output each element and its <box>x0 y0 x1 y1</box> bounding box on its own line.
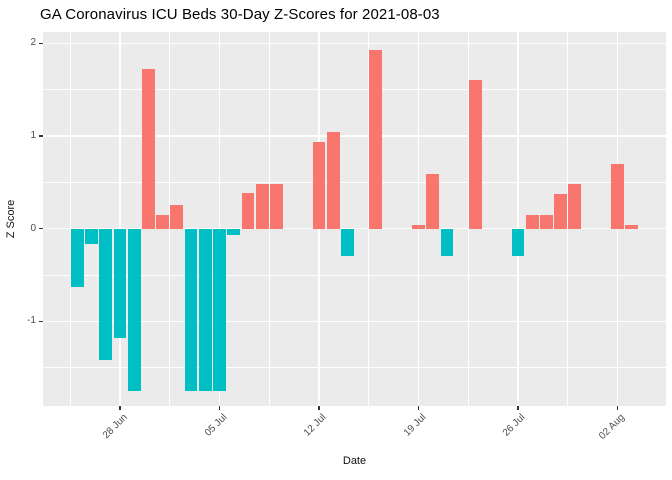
bar-positive <box>554 194 568 229</box>
y-axis-tick-label: -1 <box>27 315 36 327</box>
bar-positive <box>142 69 155 229</box>
gridline-major-horizontal <box>43 42 666 45</box>
bar-negative <box>127 228 141 391</box>
bar-positive <box>625 224 639 229</box>
x-axis-tick-mark <box>318 406 320 410</box>
gridline-minor-horizontal <box>43 89 666 91</box>
plot-panel <box>43 32 666 406</box>
bar-positive <box>611 163 624 229</box>
bar-negative <box>85 228 98 245</box>
gridline-major-horizontal <box>43 320 666 323</box>
bar-negative <box>213 228 226 391</box>
bar-positive <box>540 214 553 229</box>
x-axis-tick-label: 19 Jul <box>401 412 429 439</box>
bar-positive <box>241 193 255 229</box>
bar-positive <box>568 184 582 229</box>
gridline-major-horizontal <box>43 135 666 137</box>
y-axis-tick-mark <box>39 228 43 230</box>
bar-negative <box>341 228 354 256</box>
gridline-minor-vertical <box>69 32 71 406</box>
bar-negative <box>198 228 212 391</box>
bar-negative <box>227 228 241 236</box>
gridline-minor-vertical <box>169 32 171 406</box>
gridline-minor-horizontal <box>43 367 666 369</box>
bar-positive <box>412 224 425 229</box>
x-axis-tick-label: 02 Aug <box>597 412 628 442</box>
x-axis-tick-mark <box>119 406 121 410</box>
gridline-minor-vertical <box>268 32 270 406</box>
y-axis-tick-mark <box>39 320 43 322</box>
gridline-major-vertical <box>218 32 221 406</box>
gridline-major-vertical <box>417 32 420 406</box>
gridline-minor-horizontal <box>43 274 666 276</box>
y-axis-tick-mark <box>39 42 43 44</box>
x-axis-tick-mark <box>517 406 519 410</box>
x-axis-tick-mark <box>417 406 420 410</box>
x-axis-tick-label: 28 Jun <box>100 412 130 442</box>
y-axis-tick-mark <box>39 135 43 137</box>
bar-positive <box>269 184 283 229</box>
bar-negative <box>440 228 454 256</box>
x-axis-title: Date <box>342 455 367 467</box>
gridline-major-vertical <box>517 32 519 406</box>
bar-positive <box>426 174 440 229</box>
bar-positive <box>326 132 340 229</box>
bar-negative <box>113 228 127 339</box>
chart-title: GA Coronavirus ICU Beds 30-Day Z-Scores … <box>40 6 440 23</box>
bar-positive <box>170 204 184 229</box>
gridline-minor-vertical <box>467 32 469 406</box>
bar-positive <box>312 142 326 229</box>
bar-positive <box>468 80 482 229</box>
bar-negative <box>184 228 198 391</box>
x-axis-tick-label: 12 Jul <box>302 412 329 439</box>
x-axis-tick-mark <box>218 406 221 410</box>
x-axis-tick-label: 05 Jul <box>202 412 230 439</box>
bar-positive <box>255 184 269 229</box>
gridline-major-vertical <box>119 32 121 406</box>
bar-negative <box>70 228 84 288</box>
gridline-minor-vertical <box>567 32 569 406</box>
gridline-minor-vertical <box>368 32 370 406</box>
y-axis-tick-label: 2 <box>30 37 36 49</box>
y-axis-tick-label: 0 <box>30 222 36 234</box>
bar-negative <box>511 228 525 256</box>
y-axis-tick-label: 1 <box>30 130 36 141</box>
x-axis-tick-label: 26 Jul <box>501 412 528 439</box>
bar-positive <box>156 214 170 229</box>
x-axis-tick-mark <box>616 406 619 410</box>
bar-positive <box>369 49 383 229</box>
gridline-major-horizontal <box>43 227 666 230</box>
gridline-minor-horizontal <box>43 181 666 183</box>
bar-positive <box>525 214 539 229</box>
bar-negative <box>99 228 113 361</box>
